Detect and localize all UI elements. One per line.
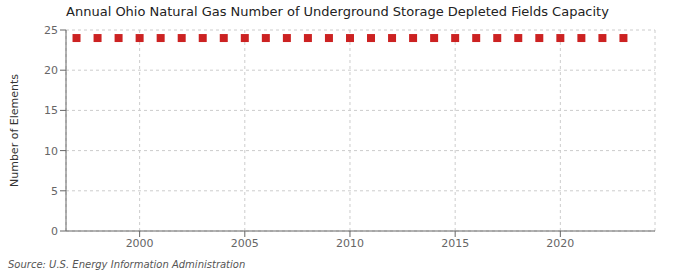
html-text:Source: U.S. Energy Informatio: Source: U.S. Energy Information Administ…: [8, 259, 246, 270]
svg-text:2020: 2020: [546, 237, 574, 250]
svg-text:20: 20: [44, 64, 58, 77]
svg-text:25: 25: [44, 24, 58, 37]
svg-text:15: 15: [44, 104, 58, 117]
html-text:Annual Ohio Natural Gas Number: Annual Ohio Natural Gas Number of Underg…: [66, 4, 609, 19]
svg-text:2005: 2005: [231, 237, 259, 250]
svg-text:2010: 2010: [336, 237, 364, 250]
svg-text:5: 5: [51, 185, 58, 198]
svg-text:2000: 2000: [126, 237, 154, 250]
svg-text:0: 0: [51, 225, 58, 238]
svg-text:2015: 2015: [441, 237, 469, 250]
svg-text:10: 10: [44, 145, 58, 158]
svg-text:Number of Elements: Number of Elements: [8, 74, 21, 187]
